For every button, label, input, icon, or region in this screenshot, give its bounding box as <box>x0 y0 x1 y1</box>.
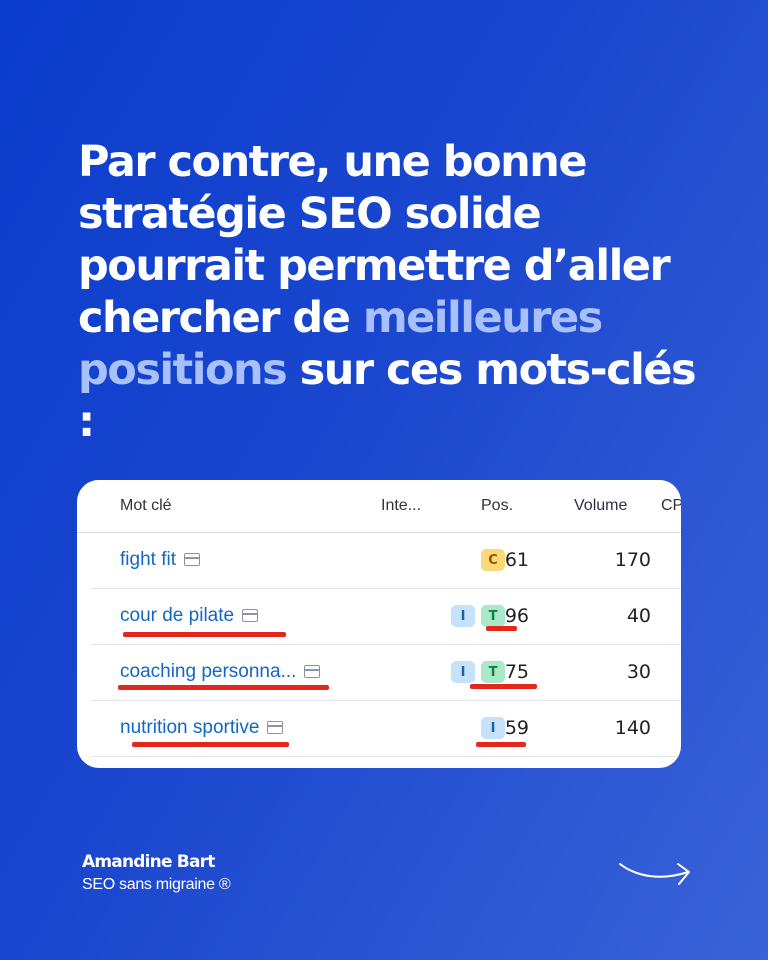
keyword-text[interactable]: coaching personna... <box>120 661 297 682</box>
position-value: 59 <box>504 717 529 739</box>
keyword-link[interactable]: coaching personna... <box>120 661 321 683</box>
column-header-intent[interactable]: Inte... <box>381 497 422 514</box>
keyword-table-card: Mot clé Inte... Pos. Volume CPC fight fi… <box>77 480 681 768</box>
keyword-text[interactable]: cour de pilate <box>120 605 235 626</box>
intent-badge-transactional: T <box>481 661 505 683</box>
position-value: 75 <box>504 661 529 683</box>
column-header-keyword[interactable]: Mot clé <box>120 497 172 514</box>
intent-badges: C <box>481 549 505 571</box>
volume-value: 40 <box>626 605 651 627</box>
intent-badges: I <box>481 717 505 739</box>
serp-feature-icon[interactable] <box>304 665 321 678</box>
table-row: fight fit C 61 170 <box>91 532 681 589</box>
highlight-underline-keyword <box>132 742 289 747</box>
volume-value: 140 <box>614 717 651 739</box>
intent-badges: I T <box>451 661 505 683</box>
position-value: 96 <box>504 605 529 627</box>
highlight-underline-position <box>486 626 517 631</box>
intent-badge-informational: I <box>451 661 475 683</box>
keyword-link[interactable]: nutrition sportive <box>120 717 284 739</box>
column-header-position[interactable]: Pos. <box>481 497 514 514</box>
table-row: coaching personna... I T 75 30 <box>91 644 681 701</box>
column-header-cpc[interactable]: CPC <box>661 497 681 514</box>
highlight-underline-keyword <box>118 685 329 690</box>
headline: Par contre, une bonne stratégie SEO soli… <box>78 136 718 448</box>
serp-feature-icon[interactable] <box>183 553 200 566</box>
intent-badge-informational: I <box>451 605 475 627</box>
table-row: cour de pilate I T 96 40 <box>91 588 681 645</box>
highlight-underline-position <box>470 684 537 689</box>
column-header-volume[interactable]: Volume <box>574 497 628 514</box>
headline-part2: sur ces mots-clés : <box>78 345 697 447</box>
author-name: Amandine Bart <box>82 852 215 872</box>
intent-badge-transactional: T <box>481 605 505 627</box>
intent-badge-informational: I <box>481 717 505 739</box>
arrow-right-icon[interactable] <box>616 856 696 892</box>
keyword-link[interactable]: cour de pilate <box>120 605 259 627</box>
highlight-underline-position <box>476 742 526 747</box>
headline-part1: Par contre, une bonne stratégie SEO soli… <box>78 137 671 343</box>
intent-badges: I T <box>451 605 505 627</box>
keyword-text[interactable]: nutrition sportive <box>120 717 260 738</box>
keyword-link[interactable]: fight fit <box>120 549 200 571</box>
serp-feature-icon[interactable] <box>242 609 259 622</box>
position-value: 61 <box>504 549 529 571</box>
highlight-underline-keyword <box>123 632 286 637</box>
table-header: Mot clé Inte... Pos. Volume CPC <box>77 480 681 533</box>
volume-value: 30 <box>626 661 651 683</box>
table-row: nutrition sportive I 59 140 <box>91 700 681 757</box>
keyword-text[interactable]: fight fit <box>120 549 176 570</box>
intent-badge-commercial: C <box>481 549 505 571</box>
headline-highlight: meilleures positions <box>78 293 603 395</box>
serp-feature-icon[interactable] <box>267 721 284 734</box>
volume-value: 170 <box>614 549 651 571</box>
author-tagline: SEO sans migraine ® <box>82 876 231 893</box>
